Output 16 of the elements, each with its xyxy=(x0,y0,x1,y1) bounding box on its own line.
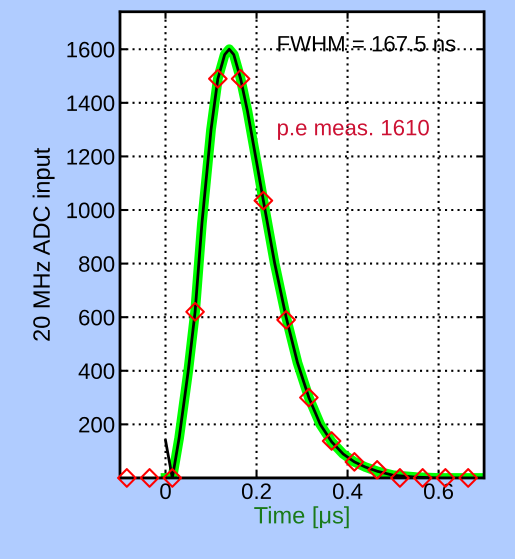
x-tick-label: 0.6 xyxy=(424,483,454,500)
y-tick-label: 400 xyxy=(78,363,114,380)
y-tick-label: 800 xyxy=(79,256,114,272)
y-tick-label: 1000 xyxy=(67,202,114,218)
x-tick-label: 0 xyxy=(160,483,171,500)
y-tick-label: 1400 xyxy=(67,95,114,112)
y-tick-label: 200 xyxy=(79,416,114,433)
x-axis-title: Time [μs] xyxy=(254,506,349,528)
annotation: p.e meas. 1610 xyxy=(278,120,429,140)
x-tick-label: 0.4 xyxy=(332,483,362,500)
y-tick-label: 1200 xyxy=(67,148,114,165)
y-tick-label: 600 xyxy=(79,310,114,326)
annotation: FWHM = 167.5 ns xyxy=(278,36,456,52)
y-axis-title: 20 MHz ADC input xyxy=(32,148,55,341)
x-tick-label: 0.2 xyxy=(242,483,271,500)
y-tick-label: 1600 xyxy=(67,42,114,58)
